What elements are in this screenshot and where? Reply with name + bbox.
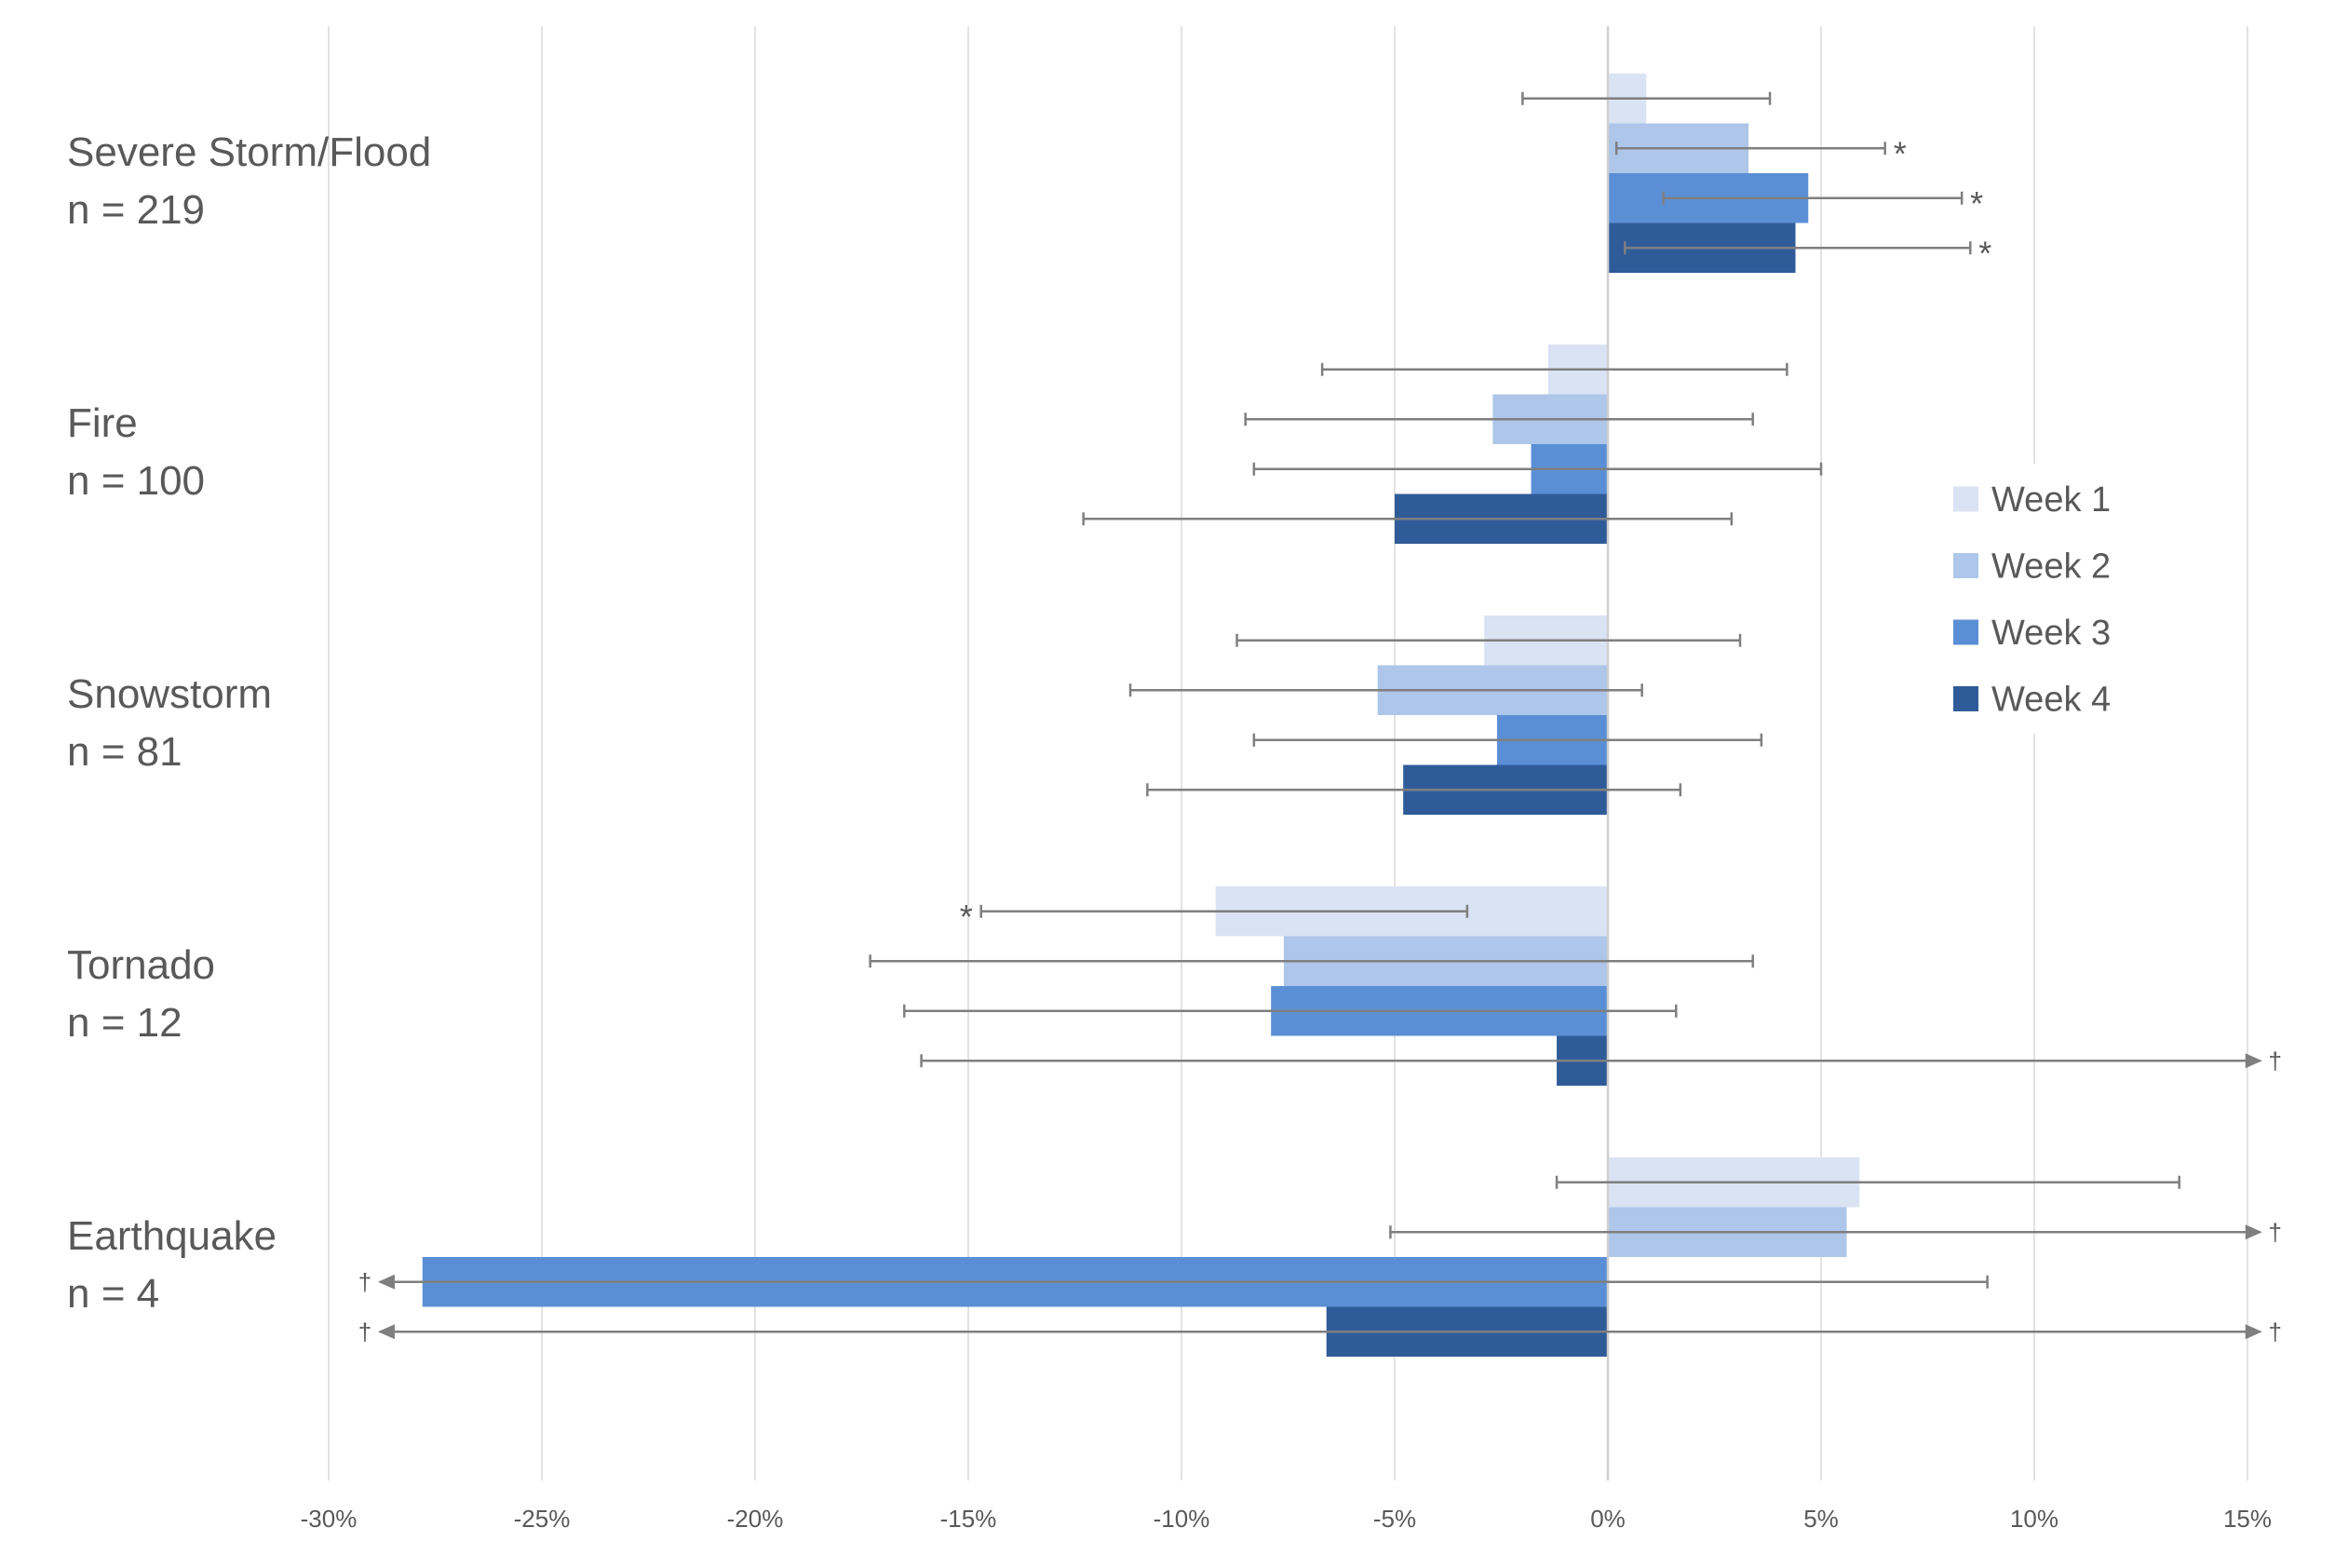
category-label: Tornado bbox=[67, 942, 215, 988]
clipped-marker: † bbox=[358, 1268, 371, 1296]
significance-marker: * bbox=[1894, 134, 1907, 172]
clipped-marker: † bbox=[358, 1318, 371, 1345]
clipped-marker: † bbox=[2269, 1047, 2282, 1075]
category-label: Earthquake bbox=[67, 1213, 277, 1259]
legend-label: Week 3 bbox=[1991, 614, 2111, 653]
category-n-label: n = 4 bbox=[67, 1271, 159, 1317]
legend-label: Week 2 bbox=[1991, 547, 2111, 587]
category-n-label: n = 219 bbox=[67, 187, 205, 233]
x-tick-label: 15% bbox=[2223, 1505, 2272, 1533]
x-tick-label: -30% bbox=[301, 1505, 358, 1533]
x-tick-label: 5% bbox=[1803, 1505, 1839, 1533]
significance-marker: * bbox=[1978, 234, 1991, 272]
category-n-label: n = 100 bbox=[67, 458, 205, 504]
x-tick-label: -20% bbox=[727, 1505, 784, 1533]
legend-swatch bbox=[1953, 486, 1978, 512]
x-tick-label: -10% bbox=[1154, 1505, 1210, 1533]
category-label: Snowstorm bbox=[67, 671, 272, 717]
category-n-label: n = 12 bbox=[67, 1000, 182, 1046]
x-tick-label: 0% bbox=[1590, 1505, 1626, 1533]
clipped-marker: † bbox=[2269, 1218, 2282, 1246]
category-label: Fire bbox=[67, 400, 138, 446]
x-tick-label: 10% bbox=[2010, 1505, 2058, 1533]
error-bar-arrow bbox=[377, 1274, 395, 1290]
legend-label: Week 1 bbox=[1991, 480, 2111, 520]
x-tick-label: -15% bbox=[940, 1505, 997, 1533]
error-bars bbox=[377, 91, 2262, 1340]
legend-label: Week 4 bbox=[1991, 681, 2111, 720]
category-n-label: n = 81 bbox=[67, 729, 182, 775]
legend: Week 1 Week 2 Week 3 Week 4 bbox=[1940, 464, 2175, 734]
legend-swatch bbox=[1953, 619, 1978, 645]
legend-swatch bbox=[1953, 686, 1978, 711]
category-label: Severe Storm/Flood bbox=[67, 129, 431, 175]
x-tick-label: -5% bbox=[1373, 1505, 1416, 1533]
clipped-marker: † bbox=[2269, 1318, 2282, 1345]
legend-swatch bbox=[1953, 553, 1978, 578]
error-bar-arrow bbox=[377, 1324, 395, 1340]
error-bar-arrow bbox=[2245, 1324, 2262, 1340]
legend-background bbox=[1940, 464, 2175, 734]
error-bar-arrow bbox=[2245, 1224, 2262, 1240]
significance-marker: * bbox=[960, 898, 973, 936]
labels: -30% -25% -20% -15% -10% -5% 0% 5% 10% 15% * * † * † * †… bbox=[67, 129, 2282, 1533]
significance-marker: * bbox=[1970, 184, 1983, 223]
error-bar-arrow bbox=[2245, 1053, 2262, 1069]
x-tick-label: -25% bbox=[514, 1505, 571, 1533]
